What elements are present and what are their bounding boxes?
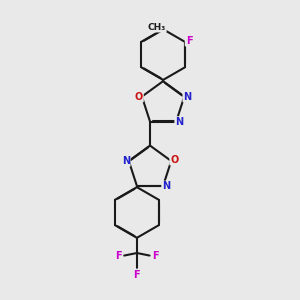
Text: F: F <box>134 269 140 280</box>
Text: N: N <box>162 182 170 191</box>
Text: N: N <box>122 156 130 166</box>
Text: N: N <box>175 117 183 127</box>
Text: F: F <box>115 250 122 260</box>
Text: CH₃: CH₃ <box>148 23 166 32</box>
Text: F: F <box>185 36 192 46</box>
Text: O: O <box>170 155 178 165</box>
Text: F: F <box>186 36 193 46</box>
Text: O: O <box>135 92 143 102</box>
Text: F: F <box>152 250 158 260</box>
Text: N: N <box>183 92 191 102</box>
